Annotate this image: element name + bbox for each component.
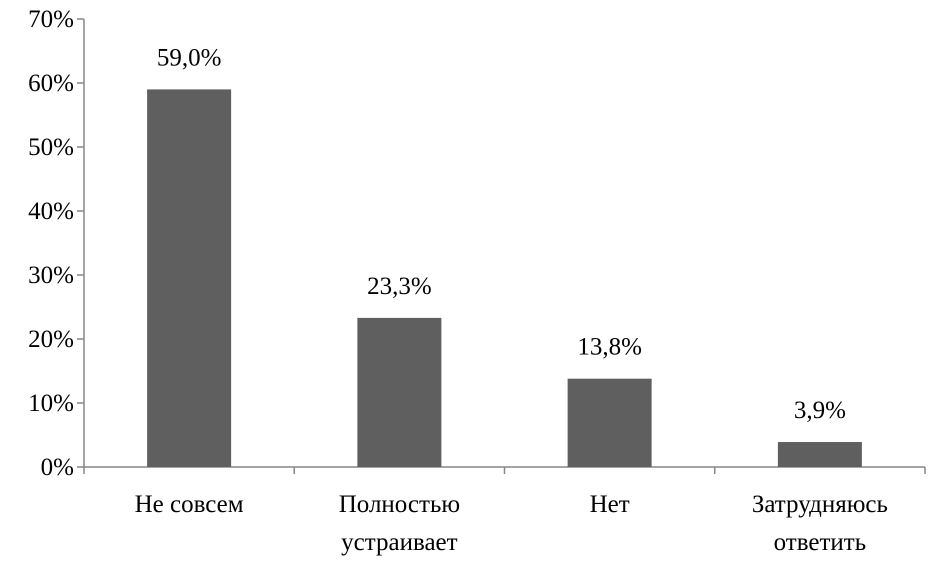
x-axis <box>83 466 926 474</box>
y-tick-label: 0% <box>41 454 74 481</box>
category-labels: Не совсем Полностью устраивает Нет Затрудняю… <box>135 491 888 556</box>
y-tick-label: 60% <box>28 70 74 97</box>
y-tick-label: 50% <box>28 134 74 161</box>
data-label: 13,8% <box>577 334 642 361</box>
category-label-line: ответить <box>774 529 866 556</box>
category-label: Затрудняюсь ответить <box>752 491 888 556</box>
bars <box>147 89 862 468</box>
category-label-line: Затрудняюсь <box>752 491 888 518</box>
category-label: Нет <box>590 491 630 518</box>
bar <box>147 89 232 468</box>
category-label-line: Нет <box>590 491 630 518</box>
category-label: Не совсем <box>135 491 244 518</box>
category-label-line: устраивает <box>341 529 457 556</box>
data-labels: 59,0% 23,3% 13,8% 3,9% <box>157 44 846 424</box>
bar <box>567 378 652 467</box>
data-label: 59,0% <box>157 44 222 71</box>
y-tick-label: 10% <box>28 390 74 417</box>
bar <box>777 442 862 467</box>
bar <box>357 317 442 467</box>
data-label: 3,9% <box>794 397 846 424</box>
category-label: Полностью устраивает <box>339 491 460 556</box>
y-tick-label: 40% <box>28 198 74 225</box>
y-tick-label: 30% <box>28 262 74 289</box>
y-tick-label: 70% <box>28 6 74 33</box>
data-label: 23,3% <box>367 273 432 300</box>
y-tick-label: 20% <box>28 326 74 353</box>
category-label-line: Не совсем <box>135 491 244 518</box>
category-label-line: Полностью <box>339 491 460 518</box>
y-axis: 0% 10% 20% 30% 40% 50% 60% 70% <box>28 6 85 481</box>
